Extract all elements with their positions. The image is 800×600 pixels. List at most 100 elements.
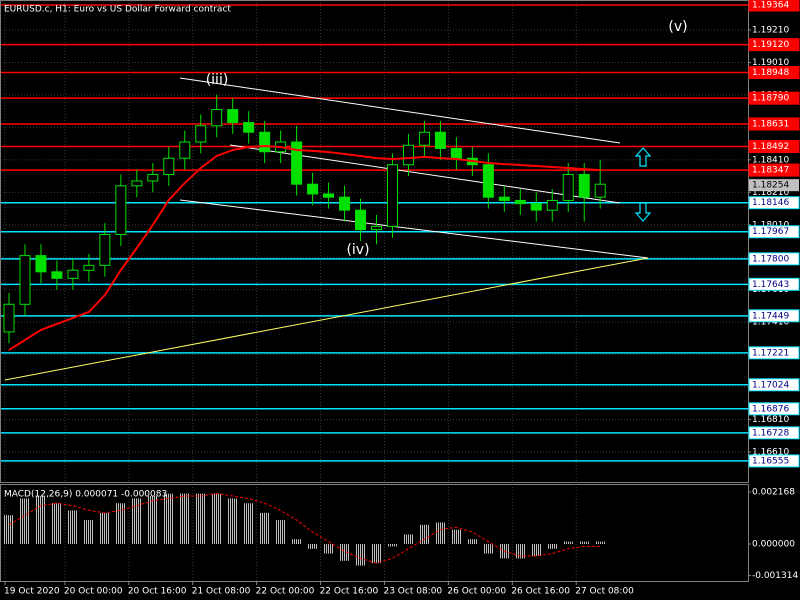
level-label: 1.18347 [752, 166, 789, 176]
candle-body [546, 199, 558, 211]
level-label-box [748, 117, 800, 131]
level-label: 1.16728 [752, 428, 789, 438]
candle-body [51, 271, 63, 279]
candle-body [67, 269, 79, 279]
level-label-box [748, 196, 800, 210]
candle-body [259, 131, 271, 153]
level-label-box [748, 309, 800, 323]
y-tick-label: 1.18210 [752, 188, 789, 198]
y2-tick-label: -0.001314 [752, 571, 798, 581]
level-label: 1.18492 [752, 142, 789, 152]
candle-body [578, 173, 590, 198]
up-arrow [634, 147, 652, 167]
y-tick-label: 1.16610 [752, 447, 789, 457]
level-label-box [748, 91, 800, 105]
candle-body [418, 131, 430, 146]
level-label-box [748, 38, 800, 52]
macd-bar [195, 493, 206, 545]
level-label: 1.17449 [752, 311, 789, 321]
macd-bar [163, 493, 174, 545]
y2-tick-label: 0.000000 [752, 540, 795, 550]
macd-bar [275, 520, 286, 545]
candle-body [594, 183, 606, 198]
level-label: 1.19364 [752, 1, 789, 11]
level-label: 1.17643 [752, 280, 789, 290]
level-label: 1.18146 [752, 198, 789, 208]
level-label-box [748, 378, 800, 392]
macd-bar [515, 544, 526, 559]
level-label-box [748, 346, 800, 360]
candle-body [530, 203, 542, 211]
candle-body [562, 173, 574, 201]
level-label-box [748, 454, 800, 468]
down-arrow [634, 202, 652, 222]
candle-body [195, 125, 207, 143]
level-label-box [748, 163, 800, 177]
macd-bar [323, 544, 334, 554]
candle-body [482, 164, 494, 198]
candle-body [434, 131, 446, 149]
candle-body [147, 173, 159, 182]
marks-layer [3, 94, 606, 566]
chart-title: EURUSD.c, H1: Euro vs US Dollar Forward … [4, 5, 231, 15]
candle-body [514, 199, 526, 205]
level-label: 1.18948 [752, 68, 789, 78]
candle-body [179, 141, 191, 159]
x-tick-label: 26 Oct 00:00 [447, 587, 506, 597]
macd-bar [595, 541, 606, 545]
level-label-box [748, 252, 800, 266]
level-label: 1.19120 [752, 40, 789, 50]
y2-tick-label: 0.002168 [752, 488, 795, 498]
candle-body [3, 303, 15, 333]
macd-bar [531, 544, 542, 557]
level-label-box [748, 402, 800, 416]
macd-bar [99, 512, 110, 545]
level-label: 1.17967 [752, 227, 789, 237]
candle-body [163, 157, 175, 175]
macd-bar [419, 524, 430, 545]
candle-body [498, 196, 510, 201]
level-label-box [748, 225, 800, 239]
macd-title: MACD(12,26,9) 0.000071 -0.000083 [4, 490, 167, 500]
x-tick-label: 22 Oct 00:00 [256, 587, 315, 597]
macd-bar [371, 544, 382, 564]
level-label: 1.16555 [752, 456, 789, 466]
y-tick-label: 1.18410 [752, 155, 789, 165]
macd-bar [563, 541, 574, 545]
level-label: 1.18790 [752, 94, 789, 104]
candle-body [307, 183, 319, 195]
macd-bar [211, 493, 222, 545]
candle-body [115, 185, 127, 236]
y-tick-label: 1.17410 [752, 318, 789, 328]
candle-body [211, 109, 223, 127]
macd-bar [403, 534, 414, 545]
macd-bar [451, 529, 462, 545]
y-tick-label: 1.19010 [752, 58, 789, 68]
trend-line [179, 77, 621, 144]
macd-bar [131, 498, 142, 545]
macd-bar [35, 496, 46, 545]
y-tick-label: 1.16810 [752, 415, 789, 425]
candle-body [386, 164, 398, 227]
candle-body [83, 264, 95, 271]
candle-body [227, 109, 239, 124]
macd-bar [579, 541, 590, 545]
macd-bar [483, 544, 494, 554]
candle-body [99, 234, 111, 266]
candle-body [371, 225, 382, 231]
candle-body [323, 193, 335, 198]
candle-body [35, 255, 47, 273]
macd-bar [243, 503, 254, 545]
macd-bar [179, 493, 190, 545]
y-tick-label: 1.19210 [752, 26, 789, 36]
candle-body [243, 122, 255, 133]
wave-label: (v) [668, 19, 687, 35]
x-tick-label: 27 Oct 08:00 [575, 587, 634, 597]
macd-bar [147, 496, 158, 545]
macd-bar [467, 539, 478, 545]
current-price-label: 1.18254 [752, 181, 789, 191]
x-tick-label: 20 Oct 16:00 [128, 587, 187, 597]
macd-bar [19, 498, 30, 545]
trend-line [4, 257, 649, 381]
labels-layer: 1.19364 1.19120 1.18948 1.18790 1.18631 1.184… [748, 0, 800, 468]
